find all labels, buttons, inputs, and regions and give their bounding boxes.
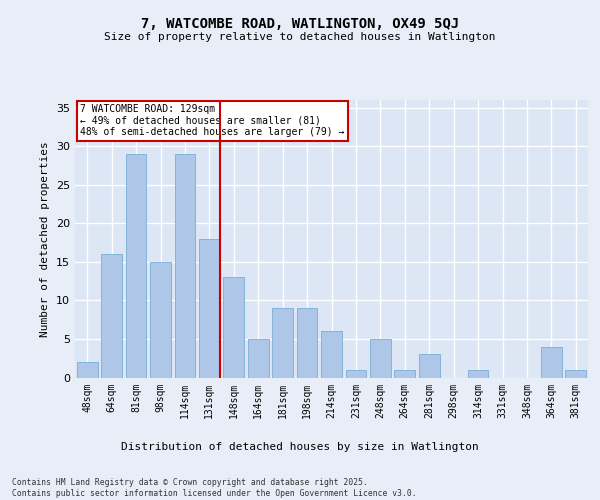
Bar: [541, 346, 562, 378]
Bar: [199, 239, 220, 378]
Bar: [223, 278, 244, 378]
Bar: [248, 339, 269, 378]
Text: Size of property relative to detached houses in Watlington: Size of property relative to detached ho…: [104, 32, 496, 42]
Bar: [370, 339, 391, 378]
Text: Contains HM Land Registry data © Crown copyright and database right 2025.
Contai: Contains HM Land Registry data © Crown c…: [12, 478, 416, 498]
Bar: [77, 362, 98, 378]
Bar: [272, 308, 293, 378]
Bar: [101, 254, 122, 378]
Bar: [125, 154, 146, 378]
Y-axis label: Number of detached properties: Number of detached properties: [40, 141, 50, 336]
Bar: [419, 354, 440, 378]
Bar: [175, 154, 196, 378]
Text: Distribution of detached houses by size in Watlington: Distribution of detached houses by size …: [121, 442, 479, 452]
Bar: [321, 331, 342, 378]
Bar: [394, 370, 415, 378]
Bar: [150, 262, 171, 378]
Bar: [346, 370, 367, 378]
Text: 7 WATCOMBE ROAD: 129sqm
← 49% of detached houses are smaller (81)
48% of semi-de: 7 WATCOMBE ROAD: 129sqm ← 49% of detache…: [80, 104, 344, 138]
Bar: [296, 308, 317, 378]
Bar: [565, 370, 586, 378]
Text: 7, WATCOMBE ROAD, WATLINGTON, OX49 5QJ: 7, WATCOMBE ROAD, WATLINGTON, OX49 5QJ: [141, 18, 459, 32]
Bar: [467, 370, 488, 378]
